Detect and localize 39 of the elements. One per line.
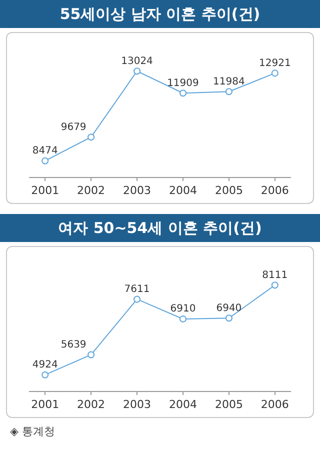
data-label: 6910 xyxy=(170,304,196,315)
data-label: 5639 xyxy=(60,339,86,350)
x-tick-label: 2004 xyxy=(168,398,197,412)
x-tick-label: 2001 xyxy=(31,184,60,198)
point xyxy=(88,134,95,141)
point xyxy=(179,315,186,322)
x-tick-label: 2005 xyxy=(214,184,243,198)
point xyxy=(88,351,95,358)
data-label: 7611 xyxy=(124,284,150,295)
data-label: 11984 xyxy=(213,76,245,88)
point xyxy=(42,157,49,164)
point xyxy=(179,90,186,97)
x-tick-label: 2002 xyxy=(77,184,106,198)
x-tick-label: 2006 xyxy=(260,184,289,198)
x-tick-label: 2002 xyxy=(77,398,106,412)
point xyxy=(225,314,232,322)
data-label: 9679 xyxy=(60,122,86,133)
data-label: 8111 xyxy=(262,270,288,281)
x-tick-label: 2001 xyxy=(31,398,60,412)
text: ◈ 통계청 xyxy=(10,424,56,439)
data-label: 8474 xyxy=(32,146,58,157)
data-label: 4924 xyxy=(32,360,58,371)
x-tick-label: 2003 xyxy=(123,398,152,412)
x-tick-label: 2004 xyxy=(168,184,197,198)
data-label: 12921 xyxy=(259,58,291,69)
x-tick-label: 2003 xyxy=(123,184,152,198)
data-label: 11909 xyxy=(167,78,199,89)
x-tick-label: 2005 xyxy=(214,398,243,412)
point xyxy=(271,70,278,77)
chart-title: 55세이상 남자 이혼 추이(건) xyxy=(0,0,320,28)
point xyxy=(225,88,232,96)
data-label: 6940 xyxy=(216,302,242,314)
point xyxy=(42,371,49,378)
chart-title: 여자 50~54세 이혼 추이(건) xyxy=(0,214,320,242)
point xyxy=(134,296,141,303)
data-label: 13024 xyxy=(121,56,153,67)
point xyxy=(271,282,278,289)
point xyxy=(134,68,141,75)
x-tick-label: 2006 xyxy=(260,398,289,412)
